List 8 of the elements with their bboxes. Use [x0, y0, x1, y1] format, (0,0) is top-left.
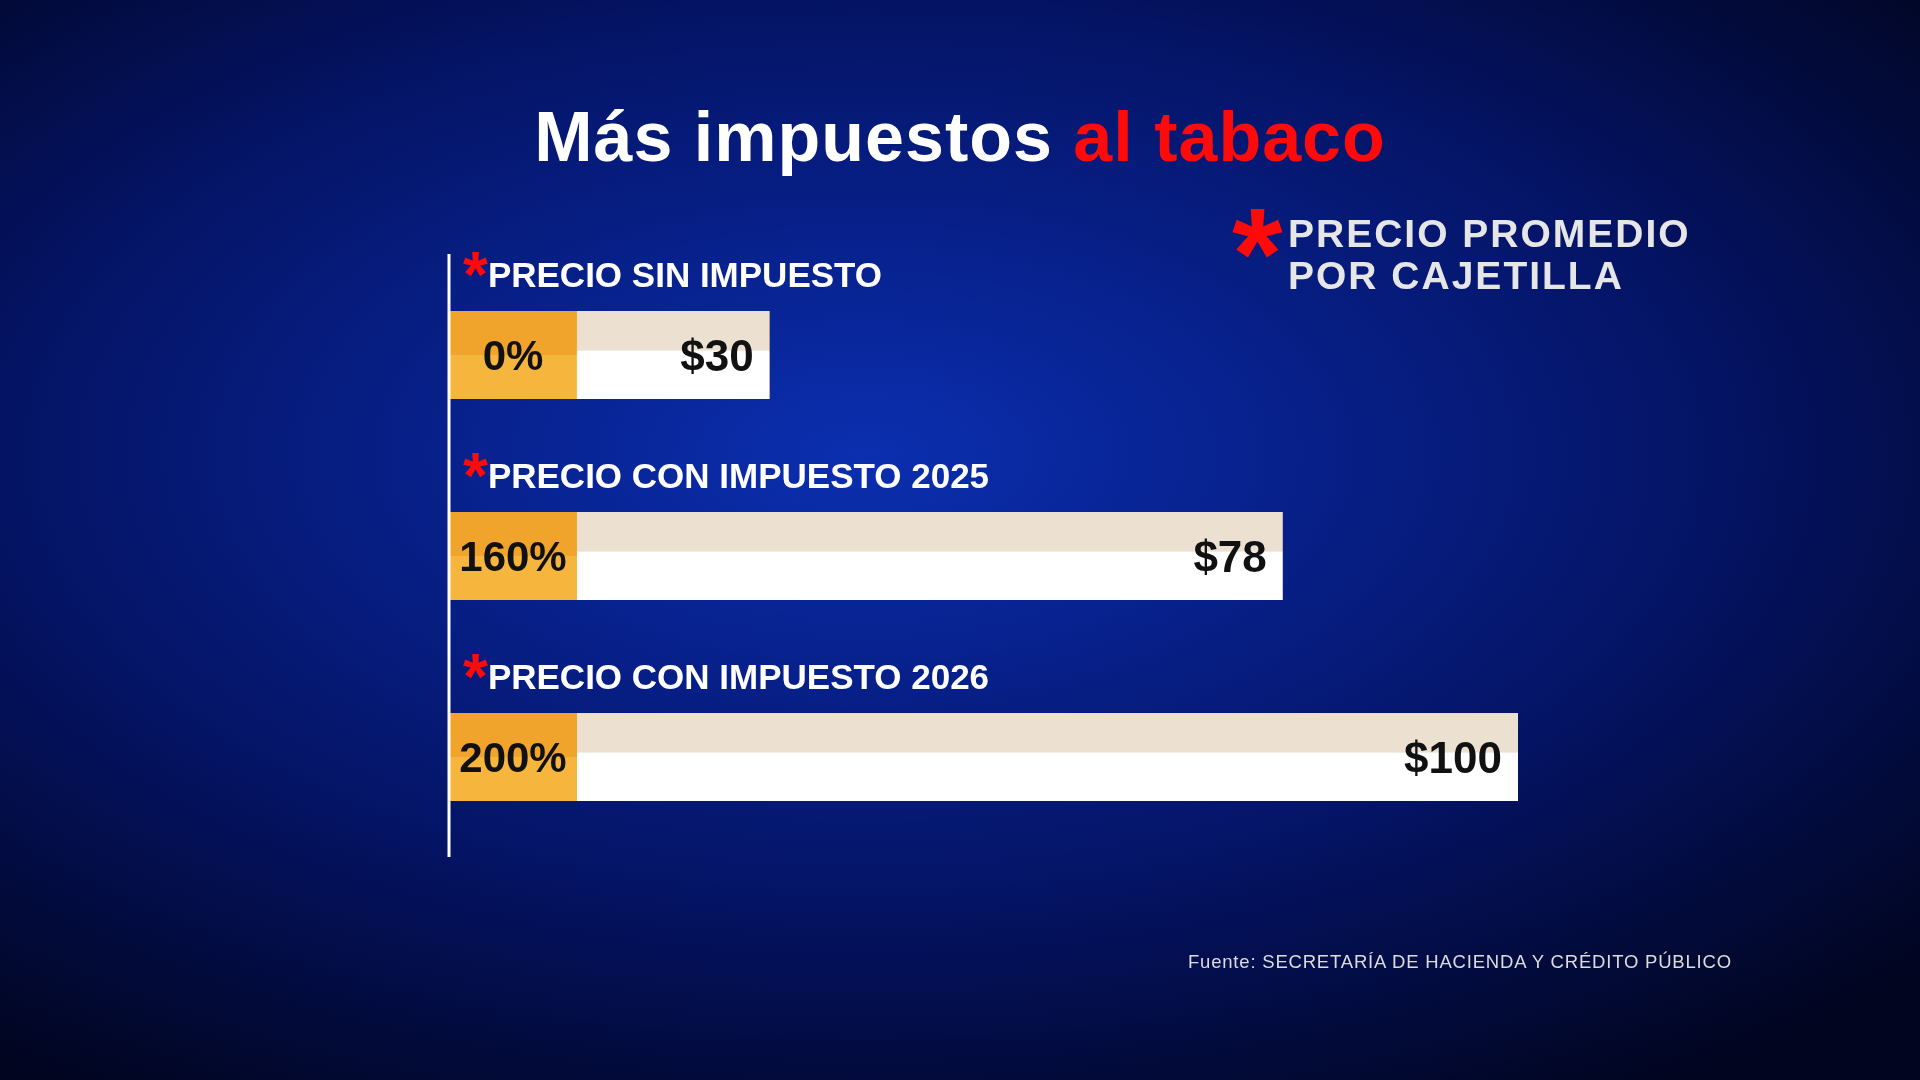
annotation: 200% — [459, 734, 567, 782]
data-label: $78 — [1193, 531, 1267, 581]
annotation: 0% — [482, 332, 544, 380]
source-note: Fuente: SECRETARÍA DE HACIENDA Y CRÉDITO PÚBLICO — [1188, 950, 1732, 974]
annotation: 160% — [459, 533, 567, 581]
chart-title: Más impuestos al tabaco — [534, 98, 1386, 176]
data-label: $30 — [680, 330, 754, 380]
data-label: $100 — [1404, 732, 1502, 782]
